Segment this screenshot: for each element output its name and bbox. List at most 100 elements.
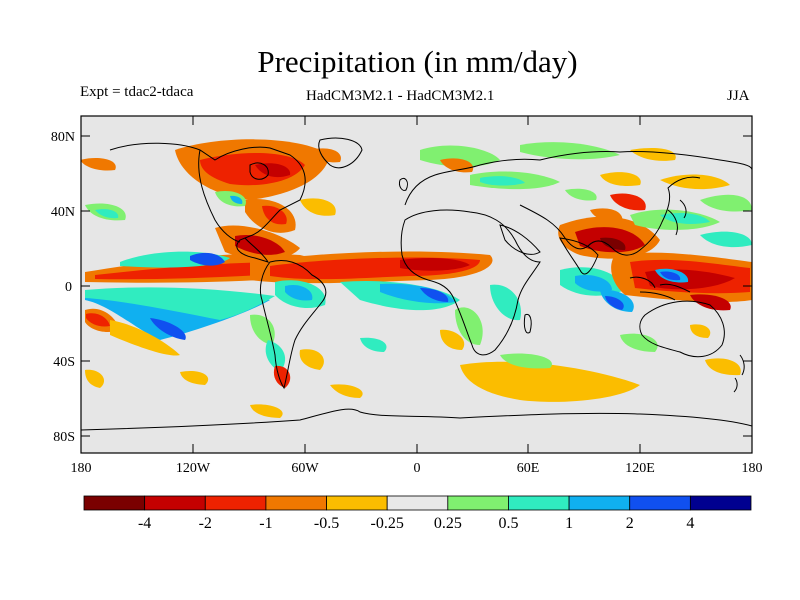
anomaly-region <box>590 208 623 223</box>
colorbar-label: -0.25 <box>371 515 404 532</box>
anomaly-region <box>660 174 730 190</box>
colorbar-swatch <box>447 495 509 511</box>
anomaly-region <box>690 324 711 338</box>
coastline-greenland <box>318 137 363 169</box>
colorbar-label: -1 <box>259 515 272 532</box>
coastline-maritime <box>629 276 691 301</box>
colorbar-swatch <box>83 495 146 511</box>
anomaly-region <box>490 284 521 321</box>
anomaly-region <box>500 353 552 369</box>
colorbar-labels: -4 -2 -1 -0.5 -0.25 0.25 0.5 1 2 4 <box>138 515 694 532</box>
coastline-north-america <box>109 142 306 263</box>
lon-tick-label: 180 <box>742 461 763 476</box>
lat-tick-label: 40N <box>51 205 75 220</box>
precip-field <box>81 139 752 418</box>
anomaly-region <box>565 188 597 201</box>
coastline-arabia <box>499 224 541 255</box>
coastline-north-america <box>198 149 241 243</box>
lat-tick-label: 40S <box>53 355 75 370</box>
lon-tick-label: 0 <box>414 461 421 476</box>
anomaly-region <box>660 271 681 281</box>
colorbar-swatch <box>568 495 631 511</box>
lon-tick-label: 60E <box>517 461 540 476</box>
coastline-japan <box>667 199 687 236</box>
coastline-europe <box>404 151 752 206</box>
anomaly-region <box>520 142 620 160</box>
experiment-label: Expt = tdac2-tdaca <box>80 84 194 100</box>
lon-tick-label: 120E <box>625 461 655 476</box>
anomaly-region <box>460 361 640 402</box>
coastline-antarctica <box>81 408 752 431</box>
lat-tick-label: 80N <box>51 130 75 145</box>
anomaly-region <box>605 296 624 310</box>
anomaly-region <box>190 252 225 266</box>
anomaly-region <box>299 349 324 370</box>
colorbar-swatch <box>689 495 752 511</box>
colorbar-label: -2 <box>199 515 212 532</box>
anomaly-region <box>262 205 287 225</box>
coastline-india <box>559 237 599 275</box>
anomaly-region <box>600 172 641 186</box>
anomaly-region <box>285 284 313 301</box>
anomaly-region <box>420 145 500 167</box>
model-label: HadCM3M2.1 - HadCM3M2.1 <box>306 88 495 104</box>
lon-axis: 180 120W 60W 0 60E 120E 180 <box>71 461 763 476</box>
coastlines <box>81 137 752 431</box>
colorbar <box>83 495 752 511</box>
colorbar-swatch <box>508 495 570 511</box>
tick-marks <box>81 116 752 453</box>
lat-tick-label: 0 <box>65 280 72 295</box>
season-label: JJA <box>727 88 750 104</box>
anomaly-region <box>440 329 465 350</box>
anomaly-region <box>85 287 275 320</box>
anomaly-region <box>85 369 105 388</box>
colorbar-label: 2 <box>626 515 634 532</box>
coastline-uk <box>399 177 408 191</box>
lat-tick-label: 80S <box>53 430 75 445</box>
anomaly-region <box>250 314 275 345</box>
colorbar-swatch <box>629 495 691 511</box>
anomaly-region <box>310 148 341 163</box>
anomaly-region <box>110 320 180 356</box>
colorbar-label: 4 <box>686 515 694 532</box>
colorbar-label: -4 <box>138 515 151 532</box>
coastline-africa <box>400 209 541 356</box>
coastline-hudson <box>249 162 269 180</box>
anomaly-region <box>273 365 291 388</box>
anomaly-region <box>575 274 612 292</box>
colorbar-label: 0.25 <box>434 515 462 532</box>
anomaly-region <box>480 176 525 186</box>
anomaly-region <box>95 209 119 219</box>
anomaly-region <box>610 193 646 211</box>
anomaly-region <box>420 288 449 302</box>
anomaly-region <box>660 212 710 224</box>
anomaly-region <box>700 231 752 248</box>
anomaly-region <box>705 358 741 376</box>
lat-axis: 80N 40N 0 40S 80S <box>51 130 75 445</box>
anomaly-region <box>230 195 243 204</box>
anomaly-region <box>255 163 291 178</box>
anomaly-region <box>700 194 752 212</box>
colorbar-label: 0.5 <box>498 515 518 532</box>
anomaly-region <box>180 370 209 385</box>
anomaly-region <box>200 153 305 186</box>
colorbar-label: -0.5 <box>314 515 339 532</box>
coastline-new-zealand <box>733 354 745 393</box>
colorbar-label: 1 <box>565 515 573 532</box>
anomaly-region <box>400 257 470 271</box>
map-title: Precipitation (in mm/day) <box>257 44 578 79</box>
colorbar-swatch <box>144 495 206 511</box>
coastline-madagascar <box>523 313 532 334</box>
anomaly-region <box>600 237 626 250</box>
coastline-south-america <box>259 260 327 390</box>
anomaly-region <box>250 404 283 418</box>
map-plot <box>81 116 752 453</box>
anomaly-region <box>330 384 363 398</box>
colorbar-swatch <box>326 495 388 511</box>
anomaly-region <box>360 337 387 352</box>
anomaly-region <box>86 313 110 327</box>
anomaly-region <box>150 318 186 340</box>
anomaly-region <box>620 333 658 352</box>
anomaly-region <box>300 198 336 216</box>
